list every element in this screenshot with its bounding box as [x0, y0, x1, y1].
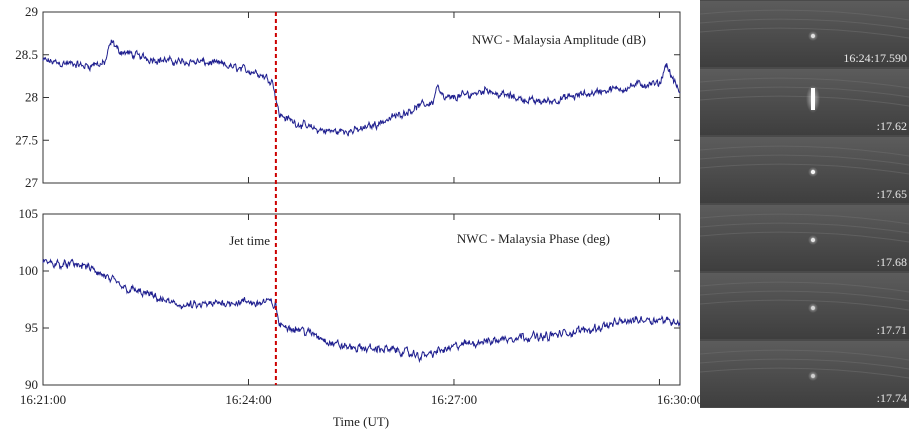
- y-tick-label: 29: [25, 4, 38, 19]
- video-frames-strip: 16:24:17.590 :17.62 :17.65 :17.68 :17.71 :17.…: [699, 0, 909, 408]
- video-frame: 16:24:17.590: [699, 1, 909, 67]
- video-frame: :17.74: [699, 341, 909, 407]
- x-tick-label: 16:27:00: [431, 392, 477, 407]
- phase-panel: 90 95 100 105 NWC - Malaysia Phase (deg): [19, 206, 681, 392]
- frame-timestamp-label: :17.65: [877, 187, 907, 201]
- frame-timestamp-label: 16:24:17.590: [843, 51, 907, 65]
- phase-x-ticks: [42, 214, 660, 385]
- y-tick-label: 27.5: [15, 132, 38, 147]
- phase-series-label: NWC - Malaysia Phase (deg): [457, 231, 610, 246]
- x-tick-label: 16:21:00: [20, 392, 66, 407]
- x-tick-labels: 16:21:00 16:24:00 16:27:00 16:30:00: [20, 392, 703, 407]
- amplitude-y-ticks: 27 27.5 28 28.5 29: [15, 4, 680, 190]
- y-tick-label: 100: [19, 263, 39, 278]
- x-tick-label: 16:30:00: [657, 392, 703, 407]
- frame-timestamp-label: :17.68: [877, 255, 907, 269]
- y-tick-label: 90: [25, 377, 38, 392]
- y-tick-label: 105: [19, 206, 39, 221]
- frame-timestamp-label: :17.71: [877, 323, 907, 337]
- y-tick-label: 28.5: [15, 47, 38, 62]
- amplitude-series-line: [42, 39, 681, 137]
- frame-timestamp-label: :17.62: [877, 119, 907, 133]
- jet-time-label: Jet time: [229, 233, 270, 248]
- amplitude-panel: 27 27.5 28 28.5 29 NWC - Malaysia Amplitude …: [15, 4, 681, 190]
- amplitude-x-ticks: [42, 12, 660, 183]
- y-tick-label: 95: [25, 320, 38, 335]
- x-tick-label: 16:24:00: [225, 392, 271, 407]
- phase-y-ticks: 90 95 100 105: [19, 206, 680, 392]
- video-frame: :17.71: [699, 273, 909, 339]
- frame-timestamp-label: :17.74: [877, 391, 907, 405]
- phase-plot-frame: [42, 213, 681, 386]
- video-frame: :17.62: [699, 69, 909, 135]
- video-frame: :17.68: [699, 205, 909, 271]
- y-tick-label: 27: [25, 175, 39, 190]
- video-frame: :17.65: [699, 137, 909, 203]
- phase-series-line: [42, 258, 681, 364]
- amplitude-series-label: NWC - Malaysia Amplitude (dB): [472, 32, 646, 47]
- x-axis-label: Time (UT): [333, 414, 389, 429]
- y-tick-label: 28: [25, 90, 38, 105]
